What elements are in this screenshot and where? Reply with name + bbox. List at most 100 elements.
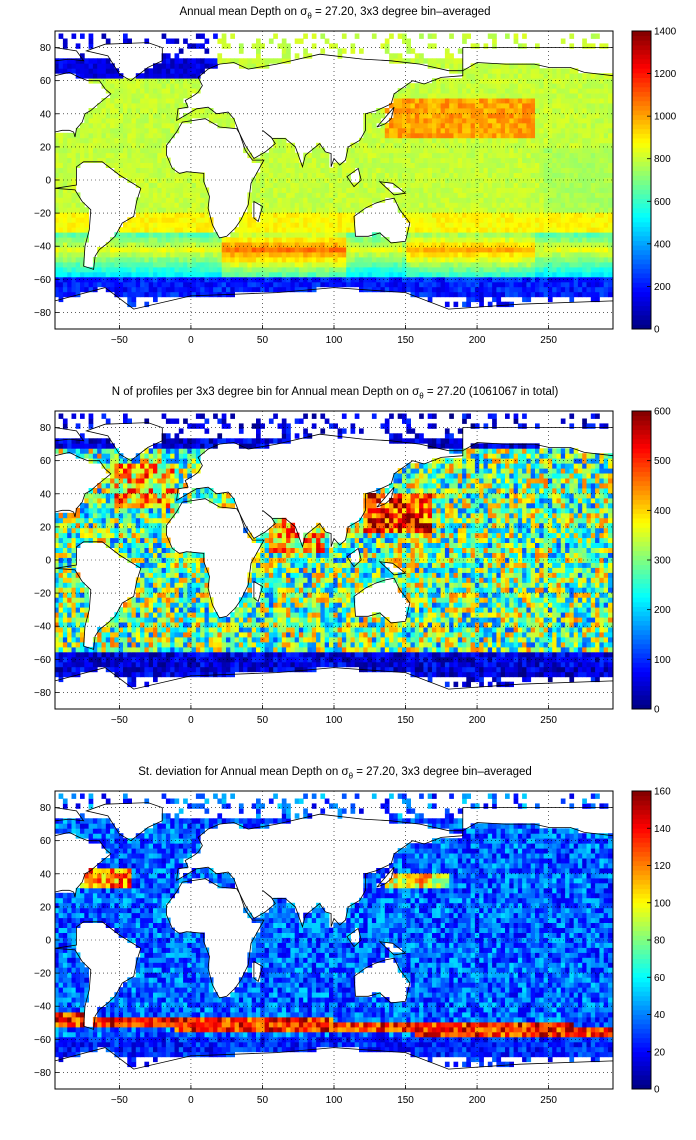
heatmap-cell — [234, 281, 240, 288]
heatmap-cell — [84, 122, 89, 129]
heatmap-cell — [226, 117, 231, 124]
heatmap-cell — [62, 157, 68, 163]
heatmap-cell — [389, 147, 394, 154]
heatmap-cell — [380, 137, 386, 144]
heatmap-cell — [513, 202, 519, 208]
heatmap-cell — [436, 217, 441, 223]
heatmap-cell — [174, 182, 180, 188]
heatmap-cell — [603, 142, 609, 149]
heatmap-cell — [371, 266, 377, 273]
heatmap-cell — [187, 63, 192, 69]
heatmap-cell — [539, 167, 544, 173]
heatmap-cell — [114, 257, 120, 263]
heatmap-cell — [178, 58, 184, 64]
heatmap-cell — [67, 182, 72, 188]
heatmap-cell — [251, 262, 257, 268]
heatmap-cell — [341, 177, 347, 183]
heatmap-cell — [92, 58, 98, 64]
heatmap-cell — [58, 192, 64, 198]
heatmap-cell — [161, 137, 167, 144]
heatmap-cell — [432, 122, 437, 129]
heatmap-cell — [603, 137, 609, 144]
heatmap-cell — [183, 202, 188, 208]
heatmap-cell — [161, 247, 167, 253]
heatmap-cell — [144, 78, 150, 84]
heatmap-cell — [123, 132, 128, 139]
heatmap-cell — [449, 147, 454, 154]
heatmap-cell — [474, 137, 480, 144]
heatmap-cell — [131, 108, 137, 114]
heatmap-cell — [148, 98, 154, 104]
heatmap-cell — [131, 147, 137, 154]
heatmap-cell — [474, 242, 480, 248]
heatmap-cell — [238, 286, 244, 293]
heatmap-cell — [449, 271, 454, 278]
heatmap-cell — [543, 217, 549, 223]
heatmap-cell — [547, 117, 553, 124]
heatmap-cell — [127, 162, 132, 168]
heatmap-cell — [393, 257, 399, 263]
heatmap-cell — [539, 271, 544, 278]
heatmap-cell — [80, 276, 85, 283]
heatmap-cell — [414, 132, 420, 139]
heatmap-cell — [153, 257, 158, 263]
heatmap-cell — [522, 286, 527, 293]
heatmap-cell — [535, 88, 540, 94]
heatmap-cell — [71, 252, 77, 258]
colorbar-segment — [632, 114, 651, 120]
heatmap-cell — [406, 276, 411, 283]
heatmap-cell — [380, 247, 386, 253]
heatmap-cell — [277, 266, 283, 273]
heatmap-cell — [522, 127, 527, 134]
heatmap-cell — [75, 262, 81, 268]
heatmap-cell — [462, 113, 467, 119]
heatmap-cell — [483, 142, 489, 149]
heatmap-cell — [444, 122, 450, 129]
heatmap-cell — [268, 227, 274, 233]
heatmap-cell — [178, 212, 184, 218]
heatmap-cell — [341, 266, 347, 273]
heatmap-cell — [148, 192, 154, 198]
heatmap-cell — [84, 207, 89, 213]
heatmap-cell — [67, 247, 72, 253]
heatmap-cell — [590, 93, 596, 99]
heatmap-cell — [273, 262, 278, 268]
heatmap-cell — [487, 93, 493, 99]
heatmap-cell — [55, 182, 59, 188]
heatmap-cell — [170, 88, 175, 94]
heatmap-cell — [586, 276, 592, 283]
heatmap-cell — [273, 257, 278, 263]
heatmap-cell — [393, 262, 399, 268]
heatmap-cell — [569, 127, 575, 134]
heatmap-cell — [157, 88, 162, 94]
heatmap-cell — [517, 162, 523, 168]
heatmap-cell — [423, 98, 429, 104]
heatmap-cell — [273, 242, 278, 248]
heatmap-cell — [552, 132, 557, 139]
heatmap-cell — [513, 63, 519, 69]
heatmap-cell — [127, 291, 132, 298]
heatmap-cell — [234, 257, 240, 263]
heatmap-cell — [569, 202, 575, 208]
heatmap-cell — [453, 142, 459, 149]
heatmap-cell — [513, 117, 519, 124]
heatmap-cell — [427, 167, 433, 173]
heatmap-cell — [457, 281, 463, 288]
heatmap-cell — [208, 242, 214, 248]
heatmap-cell — [71, 242, 77, 248]
heatmap-cell — [277, 207, 283, 213]
heatmap-cell — [170, 93, 175, 99]
heatmap-cell — [230, 237, 235, 243]
heatmap-cell — [552, 212, 557, 218]
heatmap-cell — [423, 227, 429, 233]
heatmap-cell — [187, 247, 192, 253]
heatmap-cell — [414, 187, 420, 193]
heatmap-cell — [324, 162, 330, 168]
heatmap-cell — [539, 291, 544, 298]
heatmap-cell — [427, 197, 433, 203]
coastline — [253, 200, 263, 223]
heatmap-cell — [410, 217, 416, 223]
heatmap-cell — [105, 113, 111, 119]
heatmap-cell — [436, 167, 441, 173]
heatmap-cell — [565, 108, 570, 114]
